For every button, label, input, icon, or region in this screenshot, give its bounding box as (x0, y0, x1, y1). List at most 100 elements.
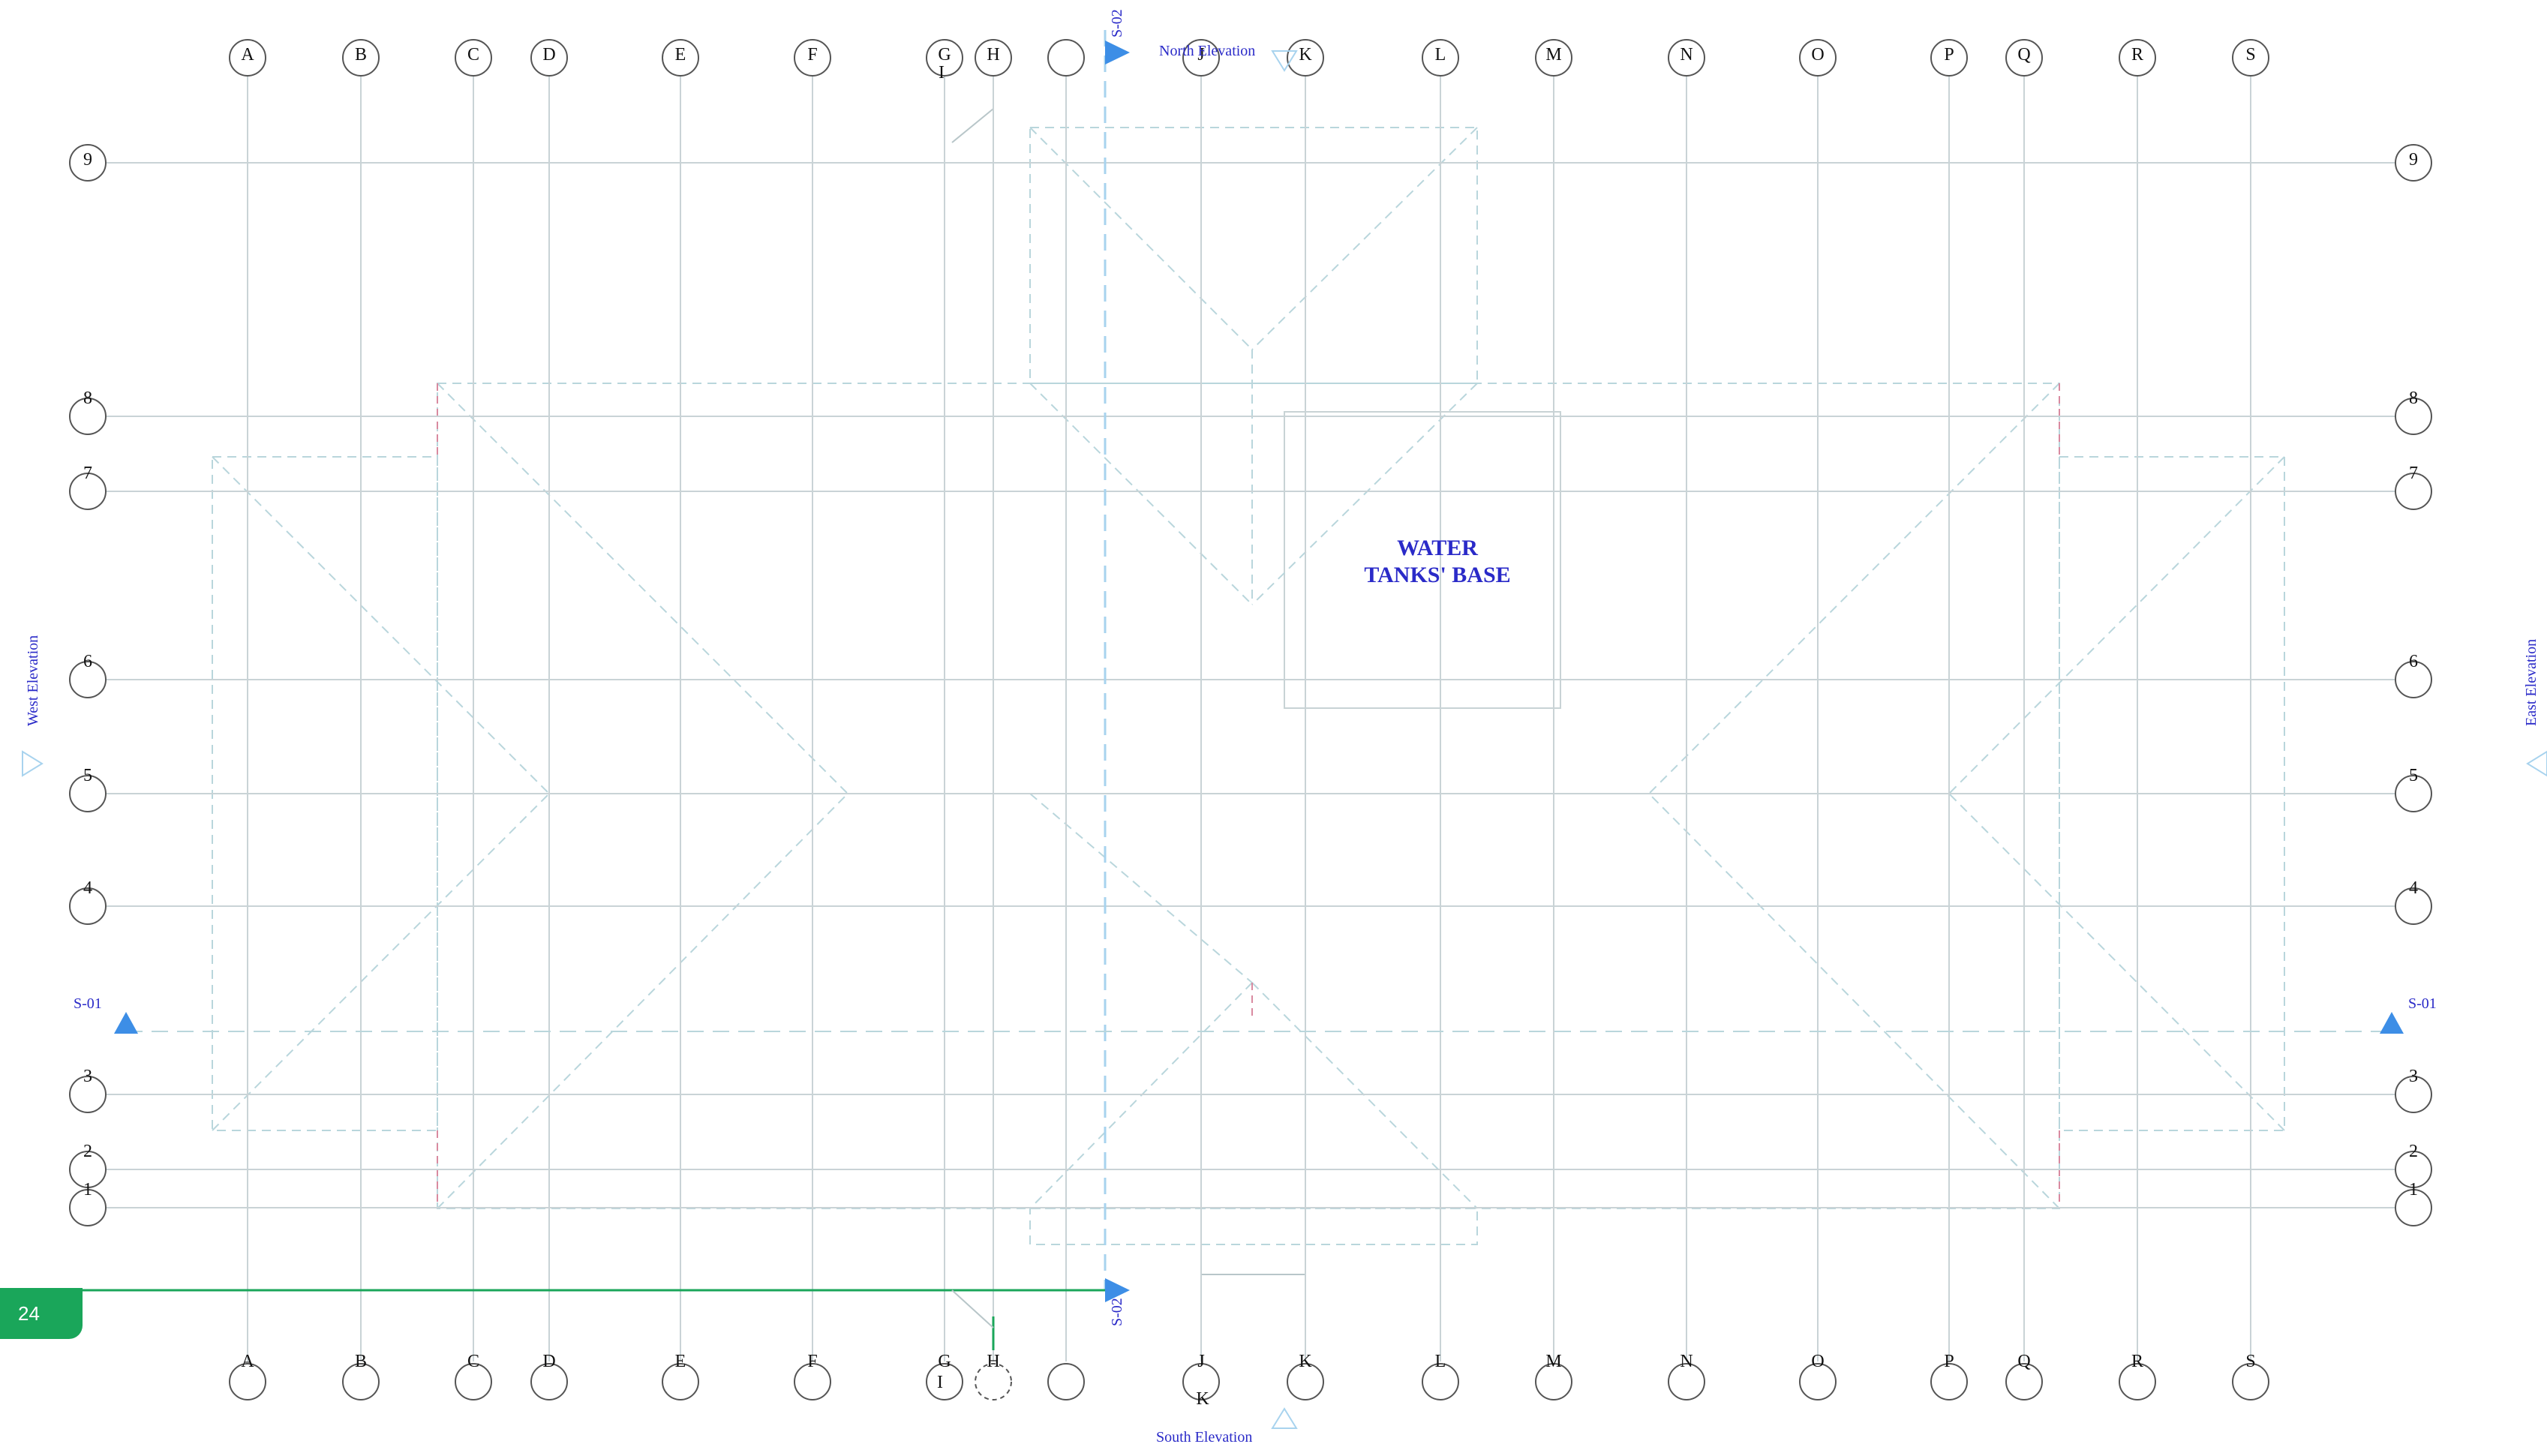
page-number-badge: 24 (0, 1288, 83, 1339)
grid-bubble-top (794, 39, 831, 77)
grid-bubble-top (2005, 39, 2043, 77)
grid-label-right: 8 (2409, 389, 2418, 408)
grid-label-bottom: C (467, 1352, 479, 1371)
roof-outline (212, 108, 2285, 1275)
grid-bubble-left (69, 473, 107, 510)
grid-bubble-bottom (662, 1363, 699, 1400)
grid-label-left: 3 (83, 1067, 92, 1086)
grid-label-bottom: B (355, 1352, 367, 1371)
grid-label-bottom: L (1435, 1352, 1446, 1371)
grid-label-bottom: M (1545, 1352, 1561, 1371)
grid-bubble-bottom (1422, 1363, 1459, 1400)
grid-bubble-bottom (342, 1363, 380, 1400)
grid-bubble-bottom (229, 1363, 266, 1400)
grid-bubble-top (1930, 39, 1968, 77)
grid-bubble-top (342, 39, 380, 77)
grid-label-bottom: Q (2017, 1352, 2030, 1371)
grid-label-bottom: F (807, 1352, 817, 1371)
grid-bubble-bottom (975, 1363, 1012, 1400)
grid-label-bottom: A (241, 1352, 254, 1371)
grid-label-bottom: G (938, 1352, 951, 1371)
grid-bubble-left (69, 887, 107, 925)
grid-bubble-right (2395, 887, 2432, 925)
grid-bubbles: AABBCCDDEEFFGGHHJJKKLLMMNNOOPPQQRRSSIIKJ… (69, 39, 2432, 1409)
grid-label-bottom: J (1197, 1352, 1204, 1371)
grid-label-top: E (675, 45, 686, 65)
grid-label-left: 4 (83, 878, 92, 898)
grid-bubble-bottom (455, 1363, 492, 1400)
hip-line (437, 383, 848, 794)
grid-label-top: N (1680, 45, 1692, 65)
grid-bubble-right (2395, 144, 2432, 182)
page-number: 24 (18, 1301, 40, 1325)
grid-bubble-top (455, 39, 492, 77)
section-marker-s01-right (2380, 1012, 2404, 1034)
grid-label-bottom: K (1299, 1352, 1312, 1371)
grid-bubble-top (662, 39, 699, 77)
hip-line (1648, 793, 2060, 1209)
grid-bubble-bottom (2232, 1363, 2269, 1400)
grid-bubble-right (2395, 1076, 2432, 1113)
grid-label-right: 6 (2409, 652, 2418, 671)
grid-bubble-bottom (2005, 1363, 2043, 1400)
grid-label-top: R (2131, 45, 2143, 65)
grid-bubble-left (69, 661, 107, 698)
grid-bubble-top (1535, 39, 1572, 77)
grid-label-bottom: O (1811, 1352, 1824, 1371)
grid-label-bottom: D (542, 1352, 555, 1371)
grid-lines (105, 75, 2397, 1361)
grid-label-right: 7 (2409, 464, 2418, 483)
grid-bubble-bottom (1287, 1363, 1324, 1400)
detail-line (951, 108, 994, 143)
section-label-s01-left: S-01 (74, 995, 102, 1012)
hip-line (1029, 793, 1253, 983)
hip-line (1648, 383, 2060, 794)
grid-bubble-bottom (1930, 1363, 1968, 1400)
grid-label-left: 1 (83, 1180, 92, 1199)
annotations: WATER TANKS' BASE North Elevation South Ele… (0, 9, 2547, 1445)
south-elevation-marker (1271, 1407, 1298, 1429)
grid-bubble-top (975, 39, 1012, 77)
grid-bubble-bottom (1535, 1363, 1572, 1400)
grid-bubble-left (69, 1151, 107, 1188)
room-label-line2: TANKS' BASE (1364, 563, 1510, 587)
grid-label-right: 4 (2409, 878, 2418, 898)
grid-bubble-left (69, 398, 107, 435)
section-marker-s02-bottom (1105, 1278, 1130, 1302)
grid-label-left: 9 (83, 150, 92, 170)
grid-sublabel: K (1196, 1389, 1209, 1409)
hip-line (1029, 982, 1253, 1209)
grid-label-bottom: H (987, 1352, 999, 1371)
grid-bubble-top (926, 39, 963, 77)
grid-label-bottom: E (675, 1352, 686, 1371)
hip-line (1948, 793, 2285, 1131)
grid-label-bottom: P (1944, 1352, 1954, 1371)
room-label-line1: WATER (1397, 536, 1478, 560)
section-label-s01-right: S-01 (2408, 995, 2437, 1012)
roof-north-bay (1029, 127, 1478, 384)
north-elevation-label: North Elevation (1159, 43, 1255, 59)
west-elevation-label: West Elevation (25, 635, 41, 726)
valley-line (1029, 383, 1253, 605)
north-elevation-marker (1271, 50, 1298, 72)
grid-label-right: 3 (2409, 1067, 2418, 1086)
grid-bubble-top (1287, 39, 1324, 77)
grid-label-top: L (1435, 45, 1446, 65)
grid-label-bottom: J (1197, 1352, 1204, 1371)
grid-label-top: A (241, 45, 254, 65)
grid-bubble-top (2232, 39, 2269, 77)
grid-bubble-right (2395, 473, 2432, 510)
grid-label-top: H (987, 45, 999, 65)
hip-line (1251, 127, 1478, 350)
grid-label-bottom: N (1680, 1352, 1692, 1371)
grid-bubble-top (1422, 39, 1459, 77)
water-tank-base-outline (1284, 411, 1561, 709)
grid-bubble-top (2119, 39, 2156, 77)
grid-label-bottom: R (2131, 1352, 2143, 1371)
grid-label-top: F (807, 45, 817, 65)
grid-bubble-bottom (530, 1363, 568, 1400)
section-marker-s01-left (114, 1012, 138, 1034)
grid-bubble-top (229, 39, 266, 77)
grid-label-left: 5 (83, 766, 92, 785)
south-elevation-label: South Elevation (1156, 1429, 1252, 1445)
